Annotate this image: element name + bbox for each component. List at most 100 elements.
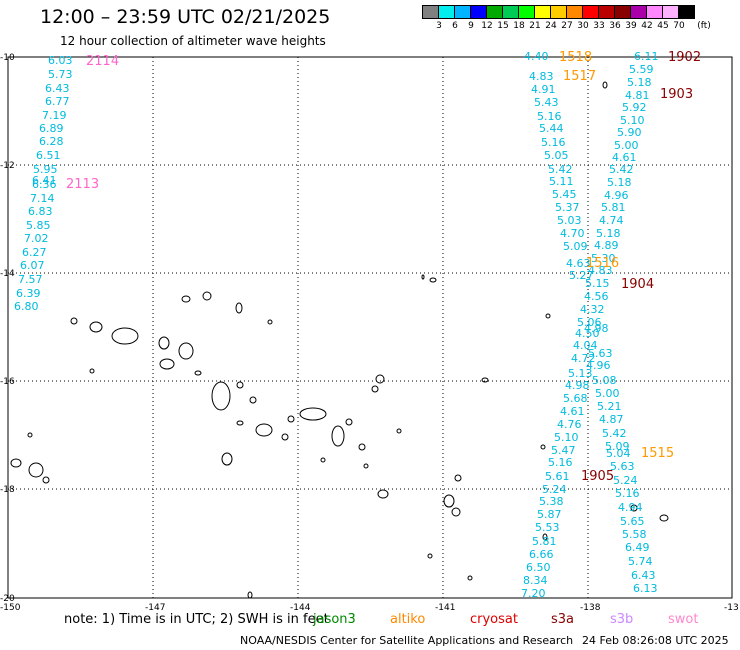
svg-text:5.61: 5.61 — [545, 470, 570, 483]
longitude-tick-label: -141 — [435, 603, 455, 613]
svg-text:5.16: 5.16 — [548, 456, 573, 469]
svg-text:5.10: 5.10 — [620, 114, 645, 127]
svg-text:4.04: 4.04 — [573, 339, 598, 352]
svg-text:5.68: 5.68 — [563, 392, 588, 405]
svg-text:5.65: 5.65 — [620, 515, 645, 528]
swh-label: 6.41 — [32, 174, 57, 187]
satellite-swot: swot — [668, 612, 699, 627]
swh-label: 6.07 — [20, 259, 45, 272]
svg-text:5.47: 5.47 — [551, 444, 576, 457]
swh-label: 6.39 — [16, 287, 41, 300]
colorbar-tick-label: 18 — [513, 21, 525, 31]
svg-text:6.13: 6.13 — [633, 582, 658, 595]
pass-labels: 2114 2113 1518 1517 1516 1515 1902 1903 … — [66, 50, 701, 484]
svg-text:5.27: 5.27 — [569, 269, 594, 282]
svg-text:4.89: 4.89 — [594, 239, 619, 252]
svg-text:5.81: 5.81 — [532, 535, 557, 548]
pass-label: 1904 — [621, 277, 654, 292]
svg-text:5.16: 5.16 — [541, 136, 566, 149]
colorbar-swatches — [422, 5, 695, 19]
satellite-jason3: jason3 — [313, 612, 356, 627]
svg-text:4.91: 4.91 — [531, 83, 556, 96]
longitude-tick-label: -13 — [724, 603, 739, 613]
pass-label: 1903 — [660, 87, 693, 102]
svg-text:5.16: 5.16 — [615, 487, 640, 500]
colorbar-tick-label: 12 — [481, 21, 493, 31]
swh-label: 6.77 — [45, 95, 70, 108]
generation-timestamp: 24 Feb 08:26:08 UTC 2025 — [582, 634, 729, 647]
svg-text:5.53: 5.53 — [535, 521, 560, 534]
latitude-tick-label: -20 — [0, 594, 15, 604]
colorbar-tick-label: 6 — [452, 21, 458, 31]
svg-text:4.32: 4.32 — [580, 303, 605, 316]
colorbar-tick-label: 21 — [529, 21, 541, 31]
svg-text:5.58: 5.58 — [622, 528, 647, 541]
colorbar-swatch — [678, 5, 695, 19]
svg-text:5.21: 5.21 — [597, 400, 622, 413]
svg-text:8.34: 8.34 — [523, 574, 548, 587]
map-frame — [7, 56, 733, 599]
track-c-labels: 6.11 5.59 5.18 4.81 5.92 5.10 5.90 5.00 … — [584, 50, 659, 595]
pass-label: 2113 — [66, 177, 99, 192]
axis-tick-labels: -150 -147 -144 -141 -138 -13 -10 -12 -14 -16 -18 -2… — [0, 53, 739, 613]
svg-text:5.42: 5.42 — [609, 163, 634, 176]
swh-label: 6.43 — [45, 82, 70, 95]
svg-text:5.18: 5.18 — [627, 76, 652, 89]
svg-text:5.30: 5.30 — [591, 252, 616, 265]
svg-text:5.11: 5.11 — [549, 175, 574, 188]
svg-text:4.96: 4.96 — [604, 189, 629, 202]
colorbar-tick-label: 3 — [436, 21, 442, 31]
svg-text:6.50: 6.50 — [526, 561, 551, 574]
swh-label: 6.51 — [36, 149, 61, 162]
swh-label: 6.36 — [32, 178, 57, 191]
svg-text:4.98: 4.98 — [584, 322, 609, 335]
svg-text:4.40: 4.40 — [524, 50, 549, 63]
swh-label: 6.89 — [39, 122, 64, 135]
svg-text:5.63: 5.63 — [588, 347, 613, 360]
latitude-tick-label: -14 — [0, 269, 15, 279]
svg-text:5.44: 5.44 — [539, 122, 564, 135]
svg-text:5.87: 5.87 — [537, 508, 562, 521]
longitude-tick-label: -147 — [145, 603, 165, 613]
footer-note: note: 1) Time is in UTC; 2) SWH is in fe… — [64, 612, 329, 627]
svg-text:6.49: 6.49 — [625, 541, 650, 554]
svg-text:5.09: 5.09 — [563, 240, 588, 253]
colorbar-tick-label: 45 — [657, 21, 669, 31]
svg-text:4.50: 4.50 — [575, 327, 600, 340]
colorbar-tick-label: 15 — [497, 21, 509, 31]
satellite-altiko: altiko — [390, 612, 426, 627]
colorbar-tick-label: 36 — [609, 21, 621, 31]
svg-text:5.74: 5.74 — [628, 555, 653, 568]
latitude-tick-label: -18 — [0, 485, 15, 495]
page-subtitle: 12 hour collection of altimeter wave hei… — [60, 34, 326, 48]
svg-text:4.87: 4.87 — [599, 413, 624, 426]
svg-text:5.43: 5.43 — [534, 96, 559, 109]
svg-text:4.83: 4.83 — [529, 70, 554, 83]
pass-label: 1518 — [559, 50, 592, 65]
svg-text:6.43: 6.43 — [631, 569, 656, 582]
svg-text:5.08: 5.08 — [592, 374, 617, 387]
colorbar-tick-label: 70 — [673, 21, 685, 31]
colorbar-unit: (ft) — [697, 21, 711, 31]
swh-label: 5.73 — [48, 68, 73, 81]
svg-text:4.70: 4.70 — [560, 227, 585, 240]
svg-text:4.63: 4.63 — [566, 257, 591, 270]
svg-text:5.45: 5.45 — [552, 188, 577, 201]
swh-label: 6.28 — [39, 135, 64, 148]
colorbar-tick-label: 30 — [577, 21, 589, 31]
pass-label: 1517 — [563, 69, 596, 84]
svg-text:5.24: 5.24 — [613, 474, 638, 487]
svg-text:5.81: 5.81 — [601, 201, 626, 214]
svg-text:6.66: 6.66 — [529, 548, 554, 561]
svg-text:5.37: 5.37 — [555, 201, 580, 214]
pass-label: 1905 — [581, 469, 614, 484]
credit-line: NOAA/NESDIS Center for Satellite Applica… — [240, 634, 574, 647]
latitude-tick-label: -12 — [0, 161, 15, 171]
svg-text:4.74: 4.74 — [599, 214, 624, 227]
svg-text:4.81: 4.81 — [625, 89, 650, 102]
colorbar-tick-label: 27 — [561, 21, 573, 31]
svg-text:5.16: 5.16 — [537, 110, 562, 123]
svg-text:5.42: 5.42 — [602, 427, 627, 440]
latitude-tick-label: -16 — [0, 377, 15, 387]
